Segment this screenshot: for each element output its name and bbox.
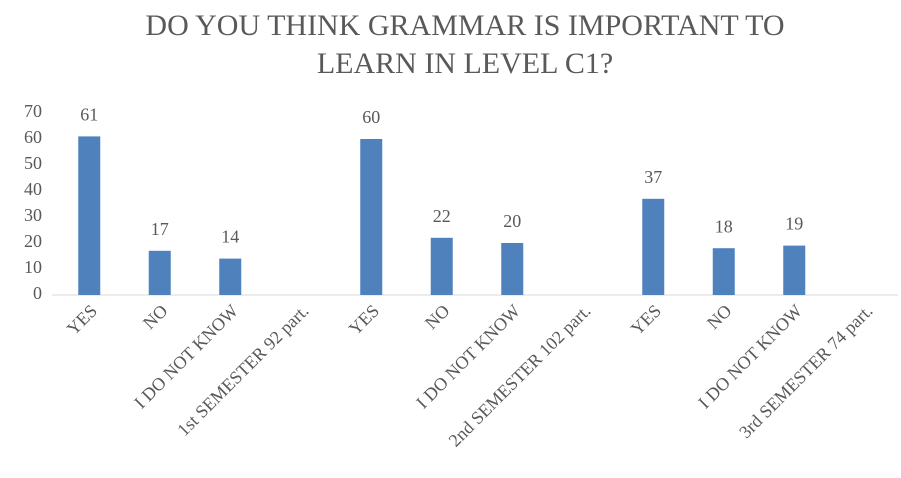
- x-tick-label: 2nd SEMESTER 102 part.: [445, 301, 595, 451]
- bar: [501, 243, 524, 295]
- y-tick-label: 0: [33, 283, 42, 303]
- bar: [360, 139, 383, 295]
- x-tick-label: YES: [63, 301, 101, 339]
- x-tick-label: NO: [139, 301, 172, 334]
- x-tick-label: NO: [703, 301, 736, 334]
- chart-title: DO YOU THINK GRAMMAR IS IMPORTANT TO: [145, 9, 784, 42]
- y-tick-label: 60: [24, 127, 42, 147]
- data-label: 18: [715, 216, 733, 236]
- data-label: 19: [785, 214, 803, 234]
- x-tick-label: 3rd SEMESTER 74 part.: [735, 301, 876, 442]
- data-label: 14: [221, 227, 239, 247]
- chart-title: LEARN IN LEVEL C1?: [317, 47, 613, 80]
- x-tick-label: YES: [345, 301, 383, 339]
- data-label: 22: [433, 206, 451, 226]
- y-tick-label: 20: [24, 231, 42, 251]
- y-tick-label: 30: [24, 205, 42, 225]
- x-tick-label: 1st SEMESTER 92 part.: [173, 301, 312, 440]
- y-tick-label: 40: [24, 179, 42, 199]
- bar: [219, 258, 242, 295]
- y-tick-label: 50: [24, 153, 42, 173]
- y-tick-label: 70: [24, 101, 42, 121]
- data-label: 61: [80, 105, 98, 125]
- bar: [148, 250, 171, 295]
- data-label: 20: [503, 211, 521, 231]
- bar: [783, 245, 806, 295]
- data-label: 17: [151, 219, 169, 239]
- bar: [430, 237, 453, 295]
- bar: [712, 248, 735, 295]
- data-label: 37: [644, 167, 662, 187]
- bar: [78, 136, 101, 295]
- x-tick-label: YES: [627, 301, 665, 339]
- data-label: 60: [362, 107, 380, 127]
- bar: [642, 198, 665, 295]
- x-tick-label: NO: [421, 301, 454, 334]
- y-tick-label: 10: [24, 257, 42, 277]
